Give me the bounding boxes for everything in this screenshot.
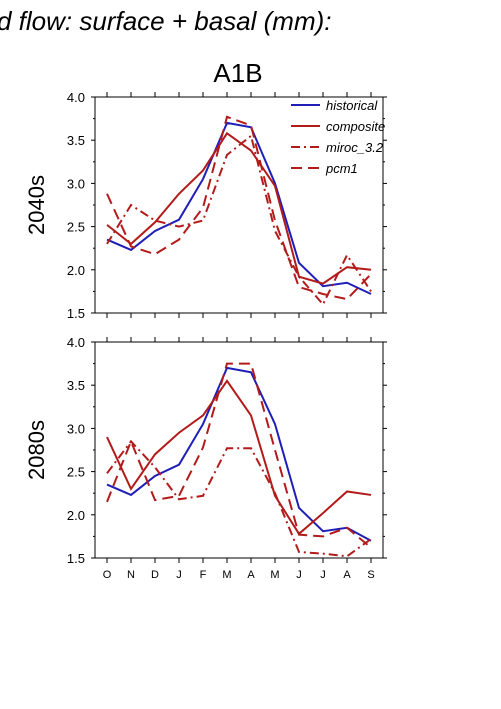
row-label: 2080s xyxy=(24,420,49,480)
panel-2080s: 1.5 2.0 2.5 3.0 3.5 4.0 O N D J F M A M J J A S 2080s xyxy=(24,335,387,581)
x-tick-label: F xyxy=(200,569,207,581)
x-tick-label: A xyxy=(247,569,255,581)
y-tick-label: 2.5 xyxy=(67,220,85,235)
y-tick-label: 2.5 xyxy=(67,465,85,480)
y-tick-label: 4.0 xyxy=(67,90,85,105)
x-tick-label: J xyxy=(320,569,326,581)
series-line-pcm1 xyxy=(106,362,372,549)
y-tick-label: 4.0 xyxy=(67,335,85,350)
legend-label: historical xyxy=(326,98,378,113)
y-tick-label: 3.5 xyxy=(67,378,85,393)
x-tick-label: J xyxy=(176,569,182,581)
series-line-miroc-3-2 xyxy=(106,439,372,558)
panels-group: 1.5 2.0 2.5 3.0 3.5 4.0 2040s historical composi… xyxy=(24,90,387,581)
series-line-historical xyxy=(106,121,372,295)
series-line-composite xyxy=(106,131,372,285)
x-tick-label: S xyxy=(367,569,374,581)
y-tick-label: 2.0 xyxy=(67,508,85,523)
y-tick-label: 3.0 xyxy=(67,176,85,191)
y-tick-label: 2.0 xyxy=(67,263,85,278)
x-tick-label: M xyxy=(222,569,231,581)
x-tick-label: O xyxy=(103,569,112,581)
x-tick-label: A xyxy=(343,569,351,581)
chart-title: A1B xyxy=(213,58,262,88)
x-tick-label: J xyxy=(296,569,302,581)
x-tick-label: D xyxy=(151,569,159,581)
panel-2040s: 1.5 2.0 2.5 3.0 3.5 4.0 2040s historical composi… xyxy=(24,90,387,321)
series-line-miroc-3-2 xyxy=(106,134,372,307)
y-tick-label: 3.5 xyxy=(67,133,85,148)
header-text: d flow: surface + basal (mm): xyxy=(0,6,332,36)
series-line-pcm1 xyxy=(106,115,372,301)
legend-label: composite xyxy=(326,119,385,134)
series-line-composite xyxy=(106,379,372,536)
legend-label: miroc_3.2 xyxy=(326,140,384,155)
legend-label: pcm1 xyxy=(325,161,358,176)
series-line-historical xyxy=(106,366,372,542)
y-tick-label: 1.5 xyxy=(67,551,85,566)
x-tick-label: M xyxy=(270,569,279,581)
y-tick-label: 1.5 xyxy=(67,306,85,321)
row-label: 2040s xyxy=(24,175,49,235)
y-tick-label: 3.0 xyxy=(67,421,85,436)
x-tick-label: N xyxy=(127,569,135,581)
legend: historical composite miroc_3.2 pcm1 xyxy=(291,98,385,176)
